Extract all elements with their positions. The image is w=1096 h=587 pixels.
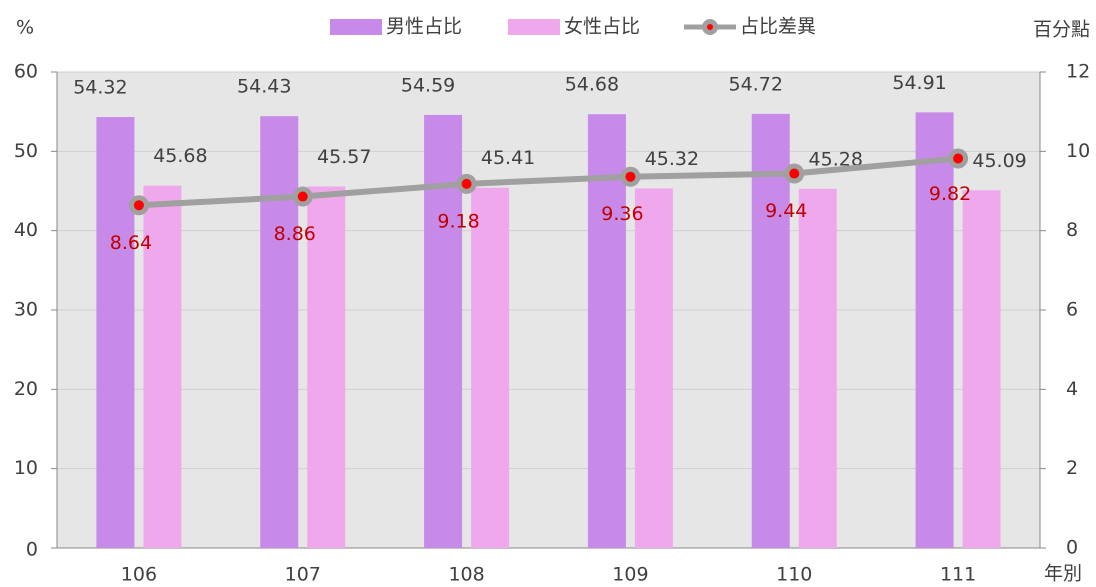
bar-value-label: 54.32	[73, 77, 127, 99]
x-tick-label: 111	[940, 564, 976, 586]
legend-label: 男性占比	[386, 16, 462, 38]
bar-value-label: 54.43	[237, 76, 291, 98]
bar	[96, 117, 135, 548]
bar-value-label: 45.68	[153, 145, 207, 167]
y-tick-label: 20	[14, 378, 38, 400]
bar-value-label: 45.09	[972, 150, 1026, 172]
bar	[634, 188, 673, 548]
bar-value-label: 45.32	[645, 148, 699, 170]
y2-tick-label: 0	[1066, 537, 1078, 559]
bar-value-label: 54.72	[729, 73, 783, 95]
line-marker-dot	[461, 178, 472, 189]
x-tick-label: 108	[448, 564, 484, 586]
line-marker-dot	[133, 200, 144, 211]
bar-value-label: 45.41	[481, 147, 535, 169]
bar	[471, 187, 510, 549]
bar	[424, 114, 463, 548]
bar	[260, 116, 299, 549]
y-tick-label: 40	[14, 219, 38, 241]
bar	[751, 113, 790, 548]
bar-value-label: 54.68	[565, 74, 619, 96]
y2-tick-label: 2	[1066, 457, 1078, 479]
y-tick-label: 30	[14, 299, 38, 321]
x-tick-label: 110	[776, 564, 812, 586]
legend-swatch	[707, 24, 713, 30]
legend-swatch	[508, 19, 560, 35]
y-tick-label: 60	[14, 61, 38, 83]
y-tick-label: 0	[26, 539, 38, 561]
bar	[587, 114, 626, 549]
line-value-label: 9.82	[929, 183, 971, 205]
y2-axis-label: 百分點	[1033, 19, 1090, 41]
y2-tick-label: 4	[1066, 378, 1078, 400]
legend-swatch	[330, 19, 382, 35]
y-tick-label: 10	[14, 457, 38, 479]
y2-tick-label: 10	[1066, 140, 1090, 162]
y2-tick-label: 6	[1066, 299, 1078, 321]
bar-value-label: 45.57	[317, 146, 371, 168]
x-axis-label: 年別	[1044, 563, 1082, 585]
line-marker-dot	[625, 171, 636, 182]
line-value-label: 9.44	[765, 200, 807, 222]
line-value-label: 9.18	[437, 210, 479, 232]
bar	[798, 188, 837, 548]
legend-label: 占比差異	[740, 16, 816, 38]
y2-tick-label: 12	[1066, 61, 1090, 83]
bar	[962, 190, 1001, 548]
bar	[915, 112, 954, 548]
line	[138, 155, 959, 209]
line-value-label: 8.86	[274, 223, 316, 245]
bar	[143, 185, 182, 548]
line-marker-dot	[953, 153, 964, 164]
x-tick-label: 109	[612, 564, 648, 586]
line-value-label: 8.64	[110, 232, 152, 254]
legend-label: 女性占比	[564, 16, 640, 38]
y2-tick-label: 8	[1066, 219, 1078, 241]
line-marker-dot	[297, 191, 308, 202]
bar-value-label: 54.91	[892, 72, 946, 94]
line-marker-dot	[789, 168, 800, 179]
x-tick-label: 107	[285, 564, 321, 586]
x-tick-label: 106	[121, 564, 157, 586]
y-axis-label: %	[16, 17, 34, 39]
line-value-label: 9.36	[601, 203, 643, 225]
bar	[307, 186, 346, 548]
y-tick-label: 50	[14, 140, 38, 162]
bar-value-label: 45.28	[809, 148, 863, 170]
bar-value-label: 54.59	[401, 74, 455, 96]
